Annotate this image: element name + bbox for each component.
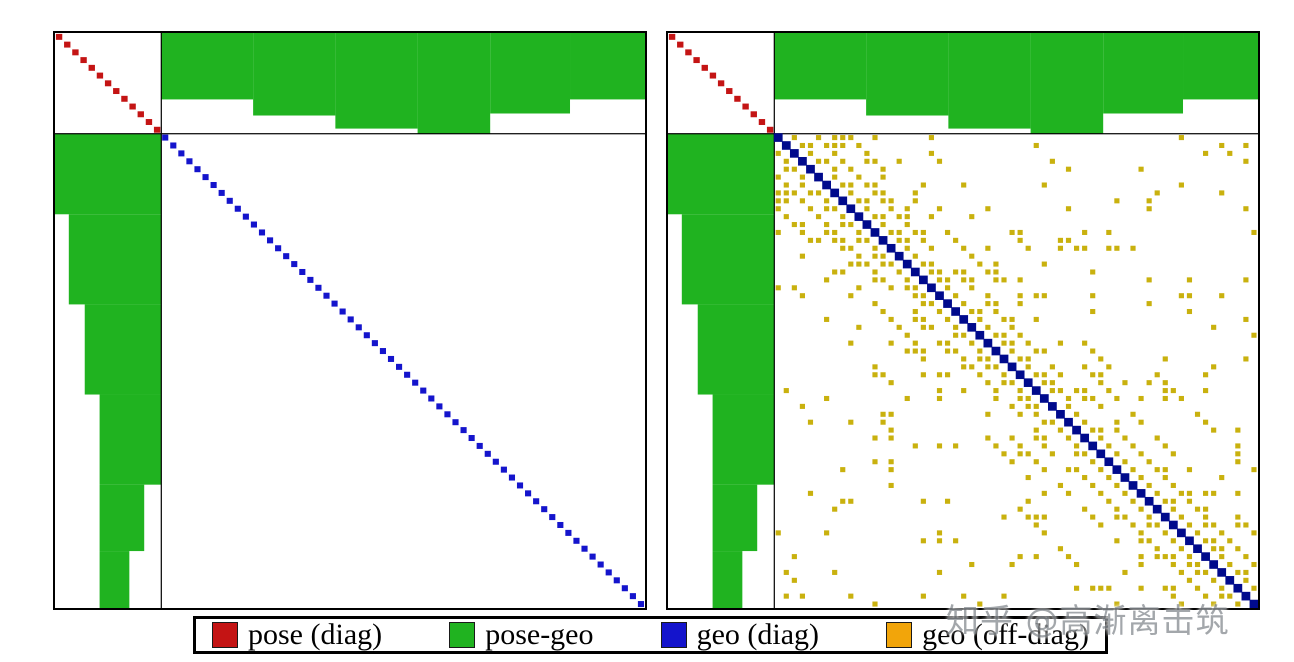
geo-diag-swatch-icon — [660, 622, 687, 648]
block-partition-lines — [668, 33, 1258, 608]
pose-geo-swatch-icon — [449, 622, 476, 648]
matrix-svg-left — [55, 33, 645, 608]
matrix-panel-left — [53, 31, 647, 610]
geo-offdiag-swatch-icon — [886, 622, 913, 648]
watermark: 知乎 @高渐离击筑 — [946, 601, 1230, 640]
pose-diagonal-cells — [668, 33, 774, 133]
geo-offdiag-cells — [775, 135, 1257, 607]
geo-diagonal-cells — [162, 134, 645, 608]
pose-diagonal-cells — [55, 33, 161, 133]
pose-diag-swatch-icon — [212, 622, 238, 648]
pose-geo-blocks — [668, 33, 1258, 608]
legend-item-pose-geo: pose-geo — [449, 618, 594, 651]
legend-item-geo-offdiag: geo (off-diag) — [886, 620, 1089, 650]
matrix-svg-right — [668, 33, 1258, 608]
legend-item-pose-diag: pose (diag) — [212, 620, 382, 650]
matrix-panel-right — [666, 31, 1260, 610]
legend-label-geo-offdiag: geo (off-diag) — [922, 618, 1089, 651]
legend-label-geo-diag: geo (diag) — [696, 618, 820, 651]
legend-item-geo-diag: geo (diag) — [660, 618, 820, 651]
legend-label-pose-diag: pose (diag) — [248, 618, 383, 651]
legend-label-pose-geo: pose-geo — [485, 618, 594, 651]
geo-diagonal-cells — [773, 133, 1258, 608]
legend: pose (diag) pose-geo geo (diag) geo (off… — [193, 616, 1108, 654]
block-partition-lines — [55, 33, 645, 608]
pose-geo-blocks — [55, 33, 645, 608]
